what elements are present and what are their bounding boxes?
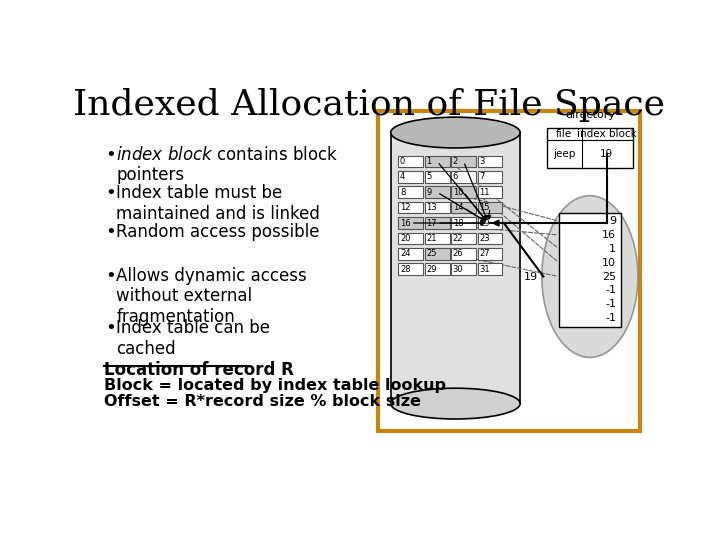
Bar [425, 264, 449, 275]
Text: 12: 12 [400, 203, 410, 212]
Text: index block: index block [577, 129, 636, 139]
Text: -1: -1 [606, 286, 616, 295]
Bar [451, 248, 476, 260]
Bar [398, 202, 423, 213]
Text: Allows dynamic access
without external
fragmentation: Allows dynamic access without external f… [117, 267, 307, 326]
Ellipse shape [391, 388, 520, 419]
Bar [425, 186, 449, 198]
Bar [451, 171, 476, 183]
Text: 10: 10 [602, 258, 616, 268]
Bar [398, 217, 423, 229]
Text: 9: 9 [426, 188, 431, 197]
Text: •: • [106, 222, 116, 241]
Text: file: file [557, 129, 572, 139]
Text: $\it{index\ block}$ contains block
pointers: $\it{index\ block}$ contains block point… [117, 146, 338, 185]
Ellipse shape [391, 117, 520, 148]
Text: Indexed Allocation of File Space: Indexed Allocation of File Space [73, 88, 665, 122]
Text: 21: 21 [426, 234, 437, 243]
Text: 9: 9 [609, 216, 616, 226]
Text: 4: 4 [400, 172, 405, 181]
Bar [398, 233, 423, 244]
Text: 30: 30 [453, 265, 464, 274]
Bar [425, 156, 449, 167]
Text: 6: 6 [453, 172, 458, 181]
Bar [398, 248, 423, 260]
Bar [425, 171, 449, 183]
Text: 2: 2 [453, 157, 458, 166]
Bar [425, 233, 449, 244]
Text: 20: 20 [400, 234, 410, 243]
Text: 1: 1 [609, 244, 616, 254]
Text: 13: 13 [426, 203, 437, 212]
Bar [451, 202, 476, 213]
Bar [398, 171, 423, 183]
Text: 22: 22 [453, 234, 463, 243]
Bar [477, 186, 503, 198]
Bar [477, 248, 503, 260]
Bar [451, 264, 476, 275]
Bar [398, 186, 423, 198]
Bar [391, 132, 520, 403]
Text: 26: 26 [453, 249, 464, 258]
Text: •: • [106, 319, 116, 337]
Text: •: • [106, 184, 116, 202]
Text: 19: 19 [479, 219, 490, 227]
Text: •: • [106, 146, 116, 164]
Bar [547, 128, 632, 168]
Bar [477, 202, 503, 213]
Bar [451, 156, 476, 167]
Text: 17: 17 [426, 219, 437, 227]
Text: 25: 25 [602, 272, 616, 281]
Text: 1: 1 [426, 157, 431, 166]
Bar [451, 217, 476, 229]
Bar [425, 248, 449, 260]
Text: Offset = R*record size % block size: Offset = R*record size % block size [104, 394, 421, 409]
Bar [398, 264, 423, 275]
Text: 0: 0 [400, 157, 405, 166]
Text: 24: 24 [400, 249, 410, 258]
Bar [477, 156, 503, 167]
Bar [477, 233, 503, 244]
Bar [477, 171, 503, 183]
Text: directory: directory [565, 110, 615, 120]
Text: Index table can be
cached: Index table can be cached [117, 319, 270, 357]
Text: -1: -1 [606, 299, 616, 309]
Text: 8: 8 [400, 188, 405, 197]
Text: 31: 31 [479, 265, 490, 274]
Text: 3: 3 [479, 157, 485, 166]
Ellipse shape [542, 195, 638, 357]
Text: -1: -1 [606, 313, 616, 323]
Text: jeep: jeep [553, 149, 575, 159]
Text: 15: 15 [479, 203, 490, 212]
Text: 19: 19 [600, 149, 613, 159]
Text: Block = located by index table lookup: Block = located by index table lookup [104, 378, 446, 393]
Bar [559, 213, 621, 327]
Bar [378, 111, 640, 430]
Bar [477, 217, 503, 229]
Bar [398, 156, 423, 167]
Text: 23: 23 [479, 234, 490, 243]
Text: 25: 25 [426, 249, 437, 258]
Text: 28: 28 [400, 265, 410, 274]
Text: Location of record R: Location of record R [104, 361, 294, 379]
Text: 16: 16 [602, 230, 616, 240]
Text: 7: 7 [479, 172, 485, 181]
Bar [451, 233, 476, 244]
Text: 27: 27 [479, 249, 490, 258]
Text: 19: 19 [524, 272, 538, 281]
Text: Random access possible: Random access possible [117, 222, 320, 241]
Text: 16: 16 [400, 219, 410, 227]
Text: 5: 5 [426, 172, 431, 181]
Text: 11: 11 [479, 188, 490, 197]
Bar [425, 202, 449, 213]
Text: 10: 10 [453, 188, 463, 197]
Bar [451, 186, 476, 198]
Text: •: • [106, 267, 116, 285]
Text: Index table must be
maintained and is linked: Index table must be maintained and is li… [117, 184, 320, 223]
Bar [477, 264, 503, 275]
Text: 29: 29 [426, 265, 437, 274]
Text: 18: 18 [453, 219, 464, 227]
Text: 14: 14 [453, 203, 463, 212]
Bar [425, 217, 449, 229]
